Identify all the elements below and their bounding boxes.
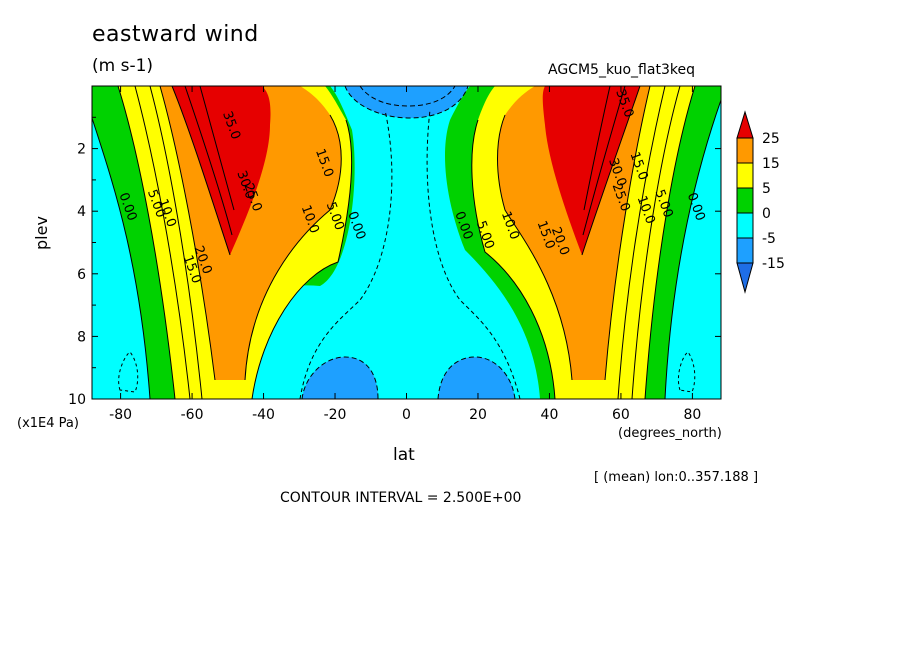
y-tick-label: 4: [77, 204, 86, 220]
colorbar-label: 15: [762, 156, 780, 172]
x-tick-label: 80: [683, 407, 701, 423]
colorbar: 25 15 5 0 -5 -15: [736, 110, 785, 294]
contour-fill: [92, 86, 721, 399]
colorbar-swatch-minus5-0: [736, 212, 754, 239]
x-axis-label: lat: [393, 445, 415, 465]
colorbar-swatch-5-15: [736, 162, 754, 189]
run-name: AGCM5_kuo_flat3keq: [548, 62, 695, 78]
chart-title: eastward wind: [92, 22, 259, 47]
colorbar-swatch-15-25: [736, 137, 754, 164]
x-axis-units: (degrees_north): [618, 426, 722, 441]
x-tick-label: 40: [541, 407, 559, 423]
mean-note: [ (mean) lon:0..357.188 ]: [594, 470, 759, 485]
colorbar-swatch-0-5: [736, 187, 754, 214]
colorbar-swatch-minus15-minus5: [736, 237, 754, 264]
fill-low-right: [438, 357, 515, 399]
y-tick-label: 8: [77, 329, 86, 345]
chart-units: (m s-1): [92, 56, 154, 76]
y-axis: 2 4 6 8 10: [68, 116, 721, 408]
x-tick-label: -80: [109, 407, 132, 423]
fill-right-gt25: [542, 86, 640, 255]
fill-equator-top: [345, 86, 468, 118]
colorbar-label: 5: [762, 181, 771, 197]
x-tick-label: -60: [181, 407, 204, 423]
contour-interval: CONTOUR INTERVAL = 2.500E+00: [280, 490, 522, 506]
x-tick-label: 0: [402, 407, 411, 423]
colorbar-swatch-lt-minus15: [736, 262, 754, 294]
x-tick-label: 20: [469, 407, 487, 423]
y-tick-label: 2: [77, 142, 86, 158]
colorbar-label: 25: [762, 131, 780, 147]
x-tick-label: -40: [252, 407, 275, 423]
y-tick-label: 10: [68, 392, 86, 408]
y-tick-label: 6: [77, 267, 86, 283]
colorbar-label: -15: [762, 256, 785, 272]
x-axis: -80 -60 -40 -20 0 20 40 60 80: [109, 86, 701, 423]
fill-low-left: [302, 357, 378, 399]
colorbar-swatch-gt25: [736, 110, 754, 139]
x-tick-label: 60: [612, 407, 630, 423]
contour-lines: [92, 86, 721, 399]
colorbar-label: -5: [762, 231, 776, 247]
colorbar-label: 0: [762, 206, 771, 222]
y-axis-units: (x1E4 Pa): [17, 416, 79, 431]
fill-left-gt25: [172, 86, 271, 255]
x-tick-label: -20: [324, 407, 347, 423]
